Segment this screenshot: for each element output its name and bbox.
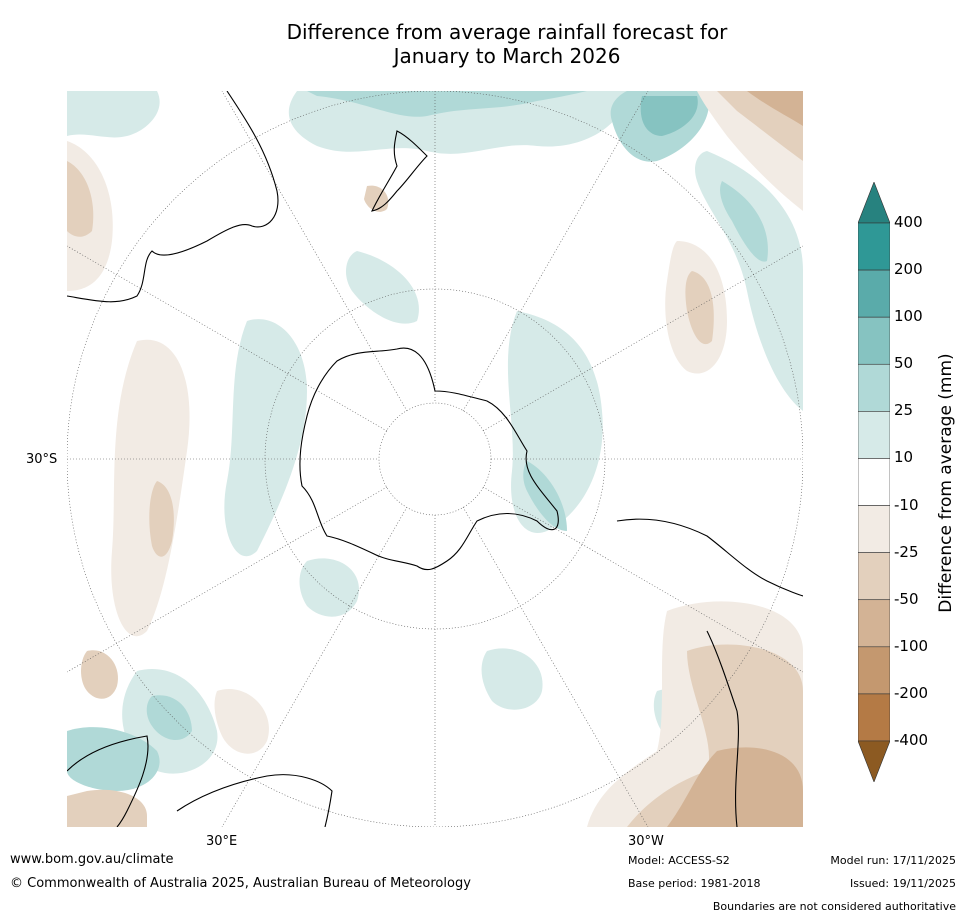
colorbar-tick-label: -200 bbox=[894, 683, 929, 702]
dry-region-subantarctic bbox=[214, 689, 269, 754]
colorbar-band bbox=[857, 505, 891, 553]
wet-region-south-africa bbox=[67, 727, 160, 791]
dry-region-nz-south bbox=[364, 185, 389, 212]
dry-region-south-indian bbox=[81, 650, 118, 699]
colorbar-band bbox=[857, 599, 891, 648]
colorbar-tick-label: 200 bbox=[894, 260, 923, 279]
lat-label-30s: 30°S bbox=[26, 452, 58, 467]
lon-label-30e: 30°E bbox=[206, 834, 238, 849]
colorbar-band bbox=[857, 458, 891, 506]
footer-base-period: Base period: 1981-2018 bbox=[628, 877, 761, 890]
colorbar bbox=[857, 181, 891, 783]
footer-disclaimer: Boundaries are not considered authoritat… bbox=[712, 900, 956, 913]
colorbar-band bbox=[857, 316, 891, 365]
south-africa-coast bbox=[67, 735, 149, 827]
colorbar-tick-label: -400 bbox=[894, 731, 929, 749]
colorbar-band bbox=[857, 269, 891, 318]
colorbar-tick-label: -50 bbox=[894, 589, 919, 608]
rainfall-anomaly-fields bbox=[67, 91, 803, 827]
dry-region-pacific-band-core bbox=[685, 271, 714, 345]
footer-copyright: © Commonwealth of Australia 2025, Austra… bbox=[10, 876, 471, 891]
wet-region-east-pacific-core bbox=[720, 181, 768, 262]
south-america-east-coast bbox=[706, 630, 739, 827]
colorbar-band bbox=[857, 693, 891, 742]
title-line-2: January to March 2026 bbox=[393, 44, 621, 68]
dry-region-west-aus-core bbox=[67, 161, 94, 237]
lon-label-30w: 30°W bbox=[628, 834, 664, 849]
dry-region-south-america-core bbox=[667, 747, 803, 827]
wet-region-tasman-inner bbox=[307, 91, 587, 117]
dry-region-east-pacific-core bbox=[747, 91, 803, 126]
title-line-1: Difference from average rainfall forecas… bbox=[286, 20, 728, 44]
wet-region-southern-ocean-e bbox=[345, 251, 419, 324]
graticule-meridian bbox=[67, 245, 388, 432]
wet-region-east-pacific bbox=[695, 151, 803, 411]
wet-region-north-pacific-core bbox=[640, 96, 698, 136]
colorbar-tick-label: 400 bbox=[894, 213, 923, 231]
footer-model-run: Model run: 17/11/2025 bbox=[830, 854, 956, 867]
footer-website: www.bom.gov.au/climate bbox=[10, 852, 174, 867]
colorbar-bottom-arrow bbox=[857, 740, 891, 783]
south-america-coast bbox=[616, 518, 803, 597]
south-africa-east-coast bbox=[176, 774, 333, 827]
colorbar-band bbox=[857, 411, 891, 459]
colorbar-tick-label: 10 bbox=[894, 448, 914, 467]
dry-region-south-africa bbox=[67, 789, 147, 827]
colorbar-tick-label: -100 bbox=[894, 636, 929, 655]
wet-region-south-atlantic bbox=[481, 648, 543, 710]
dry-region-indian-core bbox=[149, 481, 174, 557]
map-canvas bbox=[67, 91, 803, 827]
colorbar-band bbox=[857, 646, 891, 695]
colorbar-tick-label: 50 bbox=[894, 354, 914, 373]
footer-model: Model: ACCESS-S2 bbox=[628, 854, 730, 867]
map-title: Difference from average rainfall forecas… bbox=[0, 20, 965, 68]
graticule-circle-80s bbox=[378, 402, 492, 516]
dry-region-indian bbox=[111, 339, 190, 637]
colorbar-tick-label: -10 bbox=[894, 495, 919, 514]
wet-region-southern-ocean-s bbox=[299, 558, 359, 617]
colorbar-graphic bbox=[857, 181, 891, 783]
footer-issued: Issued: 19/11/2025 bbox=[849, 877, 956, 890]
colorbar-band bbox=[857, 552, 891, 601]
rainfall-map bbox=[67, 91, 803, 827]
coastlines bbox=[67, 91, 803, 827]
colorbar-top-arrow bbox=[857, 181, 891, 224]
colorbar-band bbox=[857, 222, 891, 271]
wet-region-indian-sector bbox=[224, 319, 307, 557]
colorbar-tick-label: -25 bbox=[894, 542, 919, 561]
colorbar-band bbox=[857, 363, 891, 412]
australia-coast bbox=[67, 91, 279, 303]
colorbar-title: Difference from average (mm) bbox=[936, 353, 956, 613]
wet-region-west-aus bbox=[67, 91, 160, 138]
wet-region-south-indian-core bbox=[146, 695, 192, 741]
colorbar-tick-label: 100 bbox=[894, 307, 923, 326]
antarctica-coast bbox=[299, 347, 559, 571]
graticule bbox=[67, 91, 803, 827]
colorbar-tick-label: 25 bbox=[894, 401, 914, 420]
new-zealand-coast bbox=[371, 130, 428, 212]
